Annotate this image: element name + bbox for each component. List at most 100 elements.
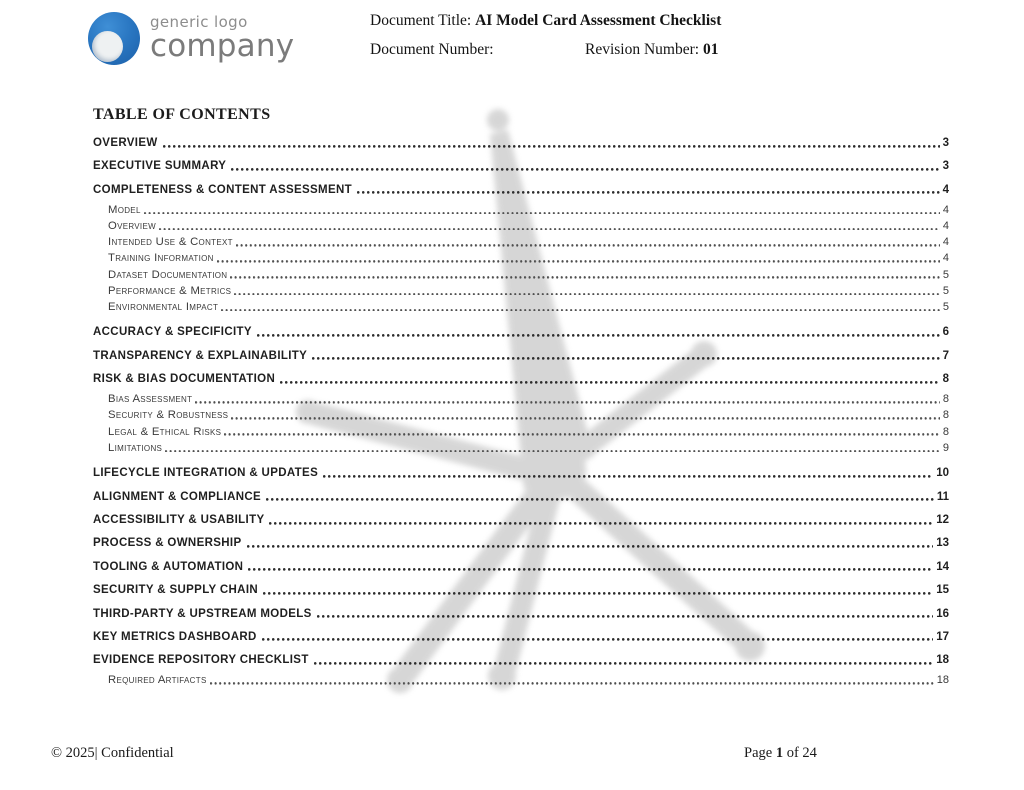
toc-entry[interactable]: PROCESS & OWNERSHIP 13	[93, 534, 949, 549]
toc-entry[interactable]: EXECUTIVE SUMMARY 3	[93, 157, 949, 172]
toc-entry-label: Dataset Documentation	[108, 268, 228, 281]
logo-inner-circle	[92, 31, 123, 62]
dotted-leader	[143, 211, 940, 215]
dotted-leader	[165, 449, 940, 453]
toc-entry-label: RISK & BIAS DOCUMENTATION	[93, 373, 276, 386]
dotted-leader	[256, 333, 940, 337]
toc-entry[interactable]: COMPLETENESS & CONTENT ASSESSMENT 4	[93, 181, 949, 196]
toc-entry-page-number: 9	[942, 441, 949, 454]
toc-entry[interactable]: ALIGNMENT & COMPLIANCE 11	[93, 488, 949, 503]
dotted-leader	[158, 227, 940, 231]
footer-page-indicator: Page 1 of 24	[744, 745, 817, 762]
toc-entry-page-number: 4	[942, 203, 949, 216]
toc-entry[interactable]: Security & Robustness 8	[93, 409, 949, 421]
toc-heading: TABLE OF CONTENTS	[93, 106, 271, 123]
dotted-leader	[357, 191, 940, 195]
toc-entry-label: Overview	[108, 219, 156, 232]
toc-entry[interactable]: TRANSPARENCY & EXPLAINABILITY 7	[93, 347, 949, 362]
dotted-leader	[246, 544, 934, 548]
dotted-leader	[234, 292, 940, 296]
toc-entry-page-number: 4	[942, 236, 949, 249]
toc-list: OVERVIEW 3 EXECUTIVE SUMMARY 3 COMPLETENESS …	[93, 134, 949, 686]
toc-entry[interactable]: TOOLING & AUTOMATION 14	[93, 558, 949, 573]
toc-entry-page-number: 3	[942, 137, 949, 149]
footer-page-prefix: Page	[744, 745, 773, 761]
toc-entry[interactable]: Training Information 4	[93, 252, 949, 264]
toc-entry-page-number: 8	[942, 373, 949, 386]
toc-entry-label: SECURITY & SUPPLY CHAIN	[93, 584, 259, 597]
revision-number-value: 01	[702, 41, 719, 58]
toc-entry-label: Intended Use & Context	[108, 236, 233, 249]
toc-entry-label: OVERVIEW	[93, 137, 158, 149]
toc-entry[interactable]: Environmental Impact 5	[93, 301, 949, 313]
toc-entry[interactable]: Performance & Metrics 5	[93, 285, 949, 297]
logo-company-name: company	[150, 28, 295, 64]
toc-entry-label: Required Artifacts	[108, 674, 207, 687]
dotted-leader	[209, 682, 934, 685]
logo-tagline: generic logo	[150, 13, 248, 31]
company-logo-icon	[88, 12, 140, 65]
toc-entry-page-number: 8	[942, 409, 949, 422]
document-metadata: Document Title: AI Model Card Assessment…	[370, 12, 721, 70]
dotted-leader	[162, 144, 940, 148]
toc-entry-page-number: 4	[942, 219, 949, 232]
toc-entry-label: COMPLETENESS & CONTENT ASSESSMENT	[93, 183, 353, 196]
toc-entry-label: Environmental Impact	[108, 300, 219, 313]
toc-entry[interactable]: Model 4	[93, 204, 949, 216]
toc-entry-label: PROCESS & OWNERSHIP	[93, 537, 242, 550]
toc-entry-label: Training Information	[108, 252, 214, 265]
toc-entry-page-number: 5	[942, 284, 949, 297]
toc-entry[interactable]: Legal & Ethical Risks 8	[93, 426, 949, 438]
toc-entry[interactable]: Overview 4	[93, 220, 949, 232]
dotted-leader	[266, 498, 934, 502]
toc-entry[interactable]: LIFECYCLE INTEGRATION & UPDATES 10	[93, 464, 949, 479]
dotted-leader	[313, 661, 934, 665]
toc-entry[interactable]: RISK & BIAS DOCUMENTATION 8	[93, 370, 949, 385]
toc-entry-page-number: 4	[942, 252, 949, 265]
dotted-leader	[261, 638, 934, 642]
toc-entry[interactable]: ACCESSIBILITY & USABILITY 12	[93, 511, 949, 526]
toc-entry-page-number: 4	[942, 183, 949, 196]
toc-entry-page-number: 5	[942, 300, 949, 313]
toc-entry-page-number: 18	[936, 674, 949, 687]
toc-entry-label: Security & Robustness	[108, 409, 229, 422]
dotted-leader	[312, 357, 940, 361]
toc-entry-page-number: 18	[936, 654, 949, 667]
document-title-value: AI Model Card Assessment Checklist	[475, 12, 722, 29]
toc-entry-page-number: 5	[942, 268, 949, 281]
dotted-leader	[263, 591, 934, 595]
toc-entry-label: TOOLING & AUTOMATION	[93, 560, 244, 573]
toc-entry[interactable]: KEY METRICS DASHBOARD 17	[93, 628, 949, 643]
document-number-label: Document Number:	[370, 41, 494, 58]
toc-entry[interactable]: EVIDENCE REPOSITORY CHECKLIST 18	[93, 651, 949, 666]
toc-entry-page-number: 15	[936, 584, 949, 597]
toc-entry-label: ACCESSIBILITY & USABILITY	[93, 514, 265, 527]
dotted-leader	[221, 308, 940, 312]
dotted-leader	[248, 568, 934, 572]
toc-entry[interactable]: ACCURACY & SPECIFICITY 6	[93, 323, 949, 338]
document-title-row: Document Title: AI Model Card Assessment…	[370, 12, 721, 41]
toc-entry-page-number: 16	[936, 607, 949, 620]
toc-entry-page-number: 8	[942, 393, 949, 406]
logo-text: generic logo company	[150, 15, 294, 62]
toc-entry[interactable]: Required Artifacts 18	[93, 674, 949, 686]
toc-entry[interactable]: Dataset Documentation 5	[93, 269, 949, 281]
toc-entry-label: ACCURACY & SPECIFICITY	[93, 326, 252, 339]
toc-entry-label: EXECUTIVE SUMMARY	[93, 160, 227, 173]
toc-entry[interactable]: Intended Use & Context 4	[93, 236, 949, 248]
dotted-leader	[231, 417, 940, 420]
toc-entry[interactable]: OVERVIEW 3	[93, 134, 949, 149]
toc-entry-page-number: 6	[942, 326, 949, 339]
dotted-leader	[231, 167, 940, 171]
document-title-label: Document Title:	[370, 12, 472, 29]
toc-entry[interactable]: Bias Assessment 8	[93, 393, 949, 405]
toc-entry[interactable]: SECURITY & SUPPLY CHAIN 15	[93, 581, 949, 596]
dotted-leader	[230, 276, 940, 280]
footer-page-middle: of	[786, 745, 799, 761]
toc-entry[interactable]: THIRD-PARTY & UPSTREAM MODELS 16	[93, 605, 949, 620]
toc-entry-label: KEY METRICS DASHBOARD	[93, 630, 257, 643]
toc-entry-label: Legal & Ethical Risks	[108, 425, 222, 438]
toc-entry-page-number: 11	[936, 490, 949, 503]
toc-entry[interactable]: Limitations 9	[93, 442, 949, 454]
